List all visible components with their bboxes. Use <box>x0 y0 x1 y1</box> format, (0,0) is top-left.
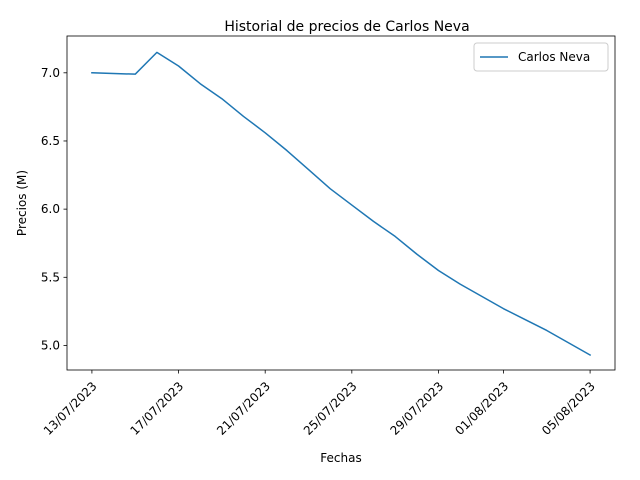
series-layer <box>91 51 592 357</box>
legend-box <box>473 42 609 72</box>
y-axis-label: Precios (M) <box>15 170 29 236</box>
x-axis-label: Fechas <box>320 451 361 465</box>
y-tick-label: 6.0 <box>41 202 60 216</box>
chart-title: Historial de precios de Carlos Neva <box>224 19 469 35</box>
y-tick-label: 7.0 <box>41 66 60 80</box>
legend: Carlos Neva <box>473 42 609 72</box>
legend-label-carlos-neva: Carlos Neva <box>518 50 590 64</box>
plot-frame <box>66 35 616 371</box>
plot-area <box>67 36 615 370</box>
y-tick-label: 5.0 <box>41 338 60 352</box>
y-tick-label: 6.5 <box>41 134 60 148</box>
y-tick-label: 5.5 <box>41 270 60 284</box>
y-axis: 5.0 5.5 6.0 6.5 7.0 <box>41 66 67 352</box>
